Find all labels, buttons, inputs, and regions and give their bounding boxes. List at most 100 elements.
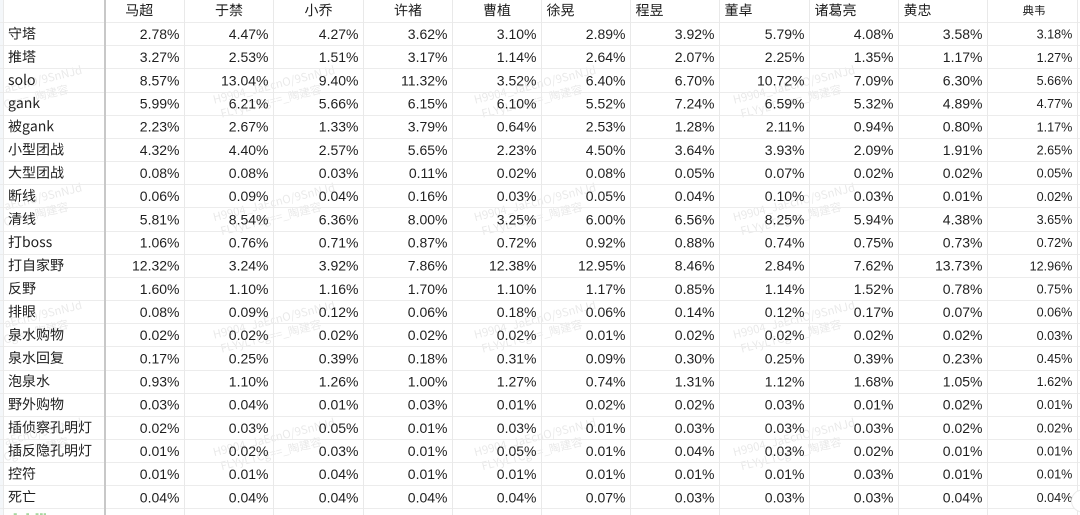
svg-text:0.01%: 0.01% — [675, 466, 715, 482]
svg-text:0.06%: 0.06% — [1037, 306, 1073, 320]
svg-text:4.38%: 4.38% — [943, 211, 983, 227]
svg-text:9.40%: 9.40% — [319, 72, 359, 88]
svg-text:0.01%: 0.01% — [1037, 445, 1073, 459]
svg-text:0.01%: 0.01% — [943, 466, 983, 482]
svg-text:0.74%: 0.74% — [765, 235, 805, 251]
svg-text:0.12%: 0.12% — [319, 304, 359, 320]
svg-text:0.93%: 0.93% — [140, 373, 180, 389]
svg-text:0.01%: 0.01% — [586, 420, 626, 436]
svg-text:0.04%: 0.04% — [319, 188, 359, 204]
svg-text:0.12%: 0.12% — [765, 304, 805, 320]
svg-text:0.87%: 0.87% — [408, 235, 448, 251]
svg-text:5.66%: 5.66% — [319, 96, 359, 112]
svg-text:0.01%: 0.01% — [1037, 398, 1073, 412]
svg-text:6.21%: 6.21% — [229, 96, 269, 112]
svg-text:4.40%: 4.40% — [229, 142, 269, 158]
svg-text:10.72%: 10.72% — [757, 72, 804, 88]
svg-text:12.96%: 12.96% — [1030, 259, 1073, 273]
svg-text:8.00%: 8.00% — [408, 211, 448, 227]
svg-text:8.57%: 8.57% — [140, 72, 180, 88]
svg-text:2.25%: 2.25% — [765, 49, 805, 65]
svg-text:12.95%: 12.95% — [578, 258, 625, 274]
svg-text:0.78%: 0.78% — [943, 281, 983, 297]
svg-text:7.62%: 7.62% — [854, 258, 894, 274]
svg-text:0.92%: 0.92% — [586, 235, 626, 251]
svg-text:0.01%: 0.01% — [229, 466, 269, 482]
svg-text:0.08%: 0.08% — [586, 165, 626, 181]
svg-text:0.18%: 0.18% — [497, 304, 537, 320]
svg-text:2.23%: 2.23% — [140, 119, 180, 135]
svg-text:0.01%: 0.01% — [140, 466, 180, 482]
svg-text:0.74%: 0.74% — [586, 373, 626, 389]
svg-text:0.31%: 0.31% — [497, 350, 537, 366]
svg-text:1.16%: 1.16% — [319, 281, 359, 297]
svg-text:0.75%: 0.75% — [854, 235, 894, 251]
svg-text:5.66%: 5.66% — [1037, 74, 1073, 88]
svg-text:0.04%: 0.04% — [408, 489, 448, 505]
svg-text:3.18%: 3.18% — [1037, 28, 1073, 42]
svg-text:0.08%: 0.08% — [229, 165, 269, 181]
svg-text:0.39%: 0.39% — [854, 350, 894, 366]
svg-text:0.01%: 0.01% — [586, 466, 626, 482]
svg-text:0.73%: 0.73% — [943, 235, 983, 251]
svg-text:0.01%: 0.01% — [497, 466, 537, 482]
svg-text:3.24%: 3.24% — [229, 258, 269, 274]
svg-text:0.01%: 0.01% — [140, 443, 180, 459]
svg-text:0.02%: 0.02% — [943, 420, 983, 436]
svg-text:0.04%: 0.04% — [943, 489, 983, 505]
svg-text:0.03%: 0.03% — [854, 188, 894, 204]
svg-text:6.36%: 6.36% — [319, 211, 359, 227]
svg-text:3.52%: 3.52% — [497, 72, 537, 88]
svg-text:3.93%: 3.93% — [765, 142, 805, 158]
svg-text:1.06%: 1.06% — [140, 235, 180, 251]
svg-text:0.23%: 0.23% — [943, 350, 983, 366]
svg-text:0.07%: 0.07% — [586, 489, 626, 505]
svg-text:1.17%: 1.17% — [943, 49, 983, 65]
svg-text:3.92%: 3.92% — [675, 26, 715, 42]
svg-text:1.14%: 1.14% — [497, 49, 537, 65]
svg-text:0.05%: 0.05% — [586, 188, 626, 204]
svg-text:4.89%: 4.89% — [943, 96, 983, 112]
svg-text:2.53%: 2.53% — [229, 49, 269, 65]
svg-text:0.02%: 0.02% — [140, 420, 180, 436]
svg-text:0.01%: 0.01% — [319, 397, 359, 413]
svg-text:3.65%: 3.65% — [1037, 213, 1073, 227]
svg-text:3.17%: 3.17% — [408, 49, 448, 65]
svg-text:2.07%: 2.07% — [675, 49, 715, 65]
svg-text:0.39%: 0.39% — [319, 350, 359, 366]
svg-text:6.15%: 6.15% — [408, 96, 448, 112]
svg-text:5.52%: 5.52% — [586, 96, 626, 112]
svg-text:4.27%: 4.27% — [319, 26, 359, 42]
svg-text:0.02%: 0.02% — [675, 397, 715, 413]
svg-text:8.54%: 8.54% — [229, 211, 269, 227]
svg-text:0.02%: 0.02% — [229, 443, 269, 459]
svg-text:7.86%: 7.86% — [408, 258, 448, 274]
svg-text:2.89%: 2.89% — [586, 26, 626, 42]
svg-text:8.25%: 8.25% — [765, 211, 805, 227]
svg-text:6.59%: 6.59% — [765, 96, 805, 112]
svg-text:5.79%: 5.79% — [765, 26, 805, 42]
svg-text:0.09%: 0.09% — [229, 304, 269, 320]
svg-text:0.01%: 0.01% — [586, 443, 626, 459]
svg-text:1.10%: 1.10% — [229, 281, 269, 297]
svg-text:2.57%: 2.57% — [319, 142, 359, 158]
svg-text:3.27%: 3.27% — [140, 49, 180, 65]
svg-text:0.04%: 0.04% — [229, 397, 269, 413]
svg-text:0.80%: 0.80% — [943, 119, 983, 135]
svg-text:5.81%: 5.81% — [140, 211, 180, 227]
svg-text:13.73%: 13.73% — [935, 258, 982, 274]
svg-text:2.64%: 2.64% — [586, 49, 626, 65]
svg-text:0.03%: 0.03% — [408, 397, 448, 413]
svg-text:0.02%: 0.02% — [943, 327, 983, 343]
svg-text:6.30%: 6.30% — [943, 72, 983, 88]
svg-text:3.25%: 3.25% — [497, 211, 537, 227]
svg-text:2.67%: 2.67% — [229, 119, 269, 135]
svg-text:0.05%: 0.05% — [319, 420, 359, 436]
svg-text:1.05%: 1.05% — [943, 373, 983, 389]
svg-text:4.08%: 4.08% — [854, 26, 894, 42]
svg-text:13.04%: 13.04% — [221, 72, 268, 88]
svg-text:0.03%: 0.03% — [675, 489, 715, 505]
svg-text:0.06%: 0.06% — [586, 304, 626, 320]
svg-text:1.35%: 1.35% — [854, 49, 894, 65]
svg-text:0.05%: 0.05% — [675, 165, 715, 181]
